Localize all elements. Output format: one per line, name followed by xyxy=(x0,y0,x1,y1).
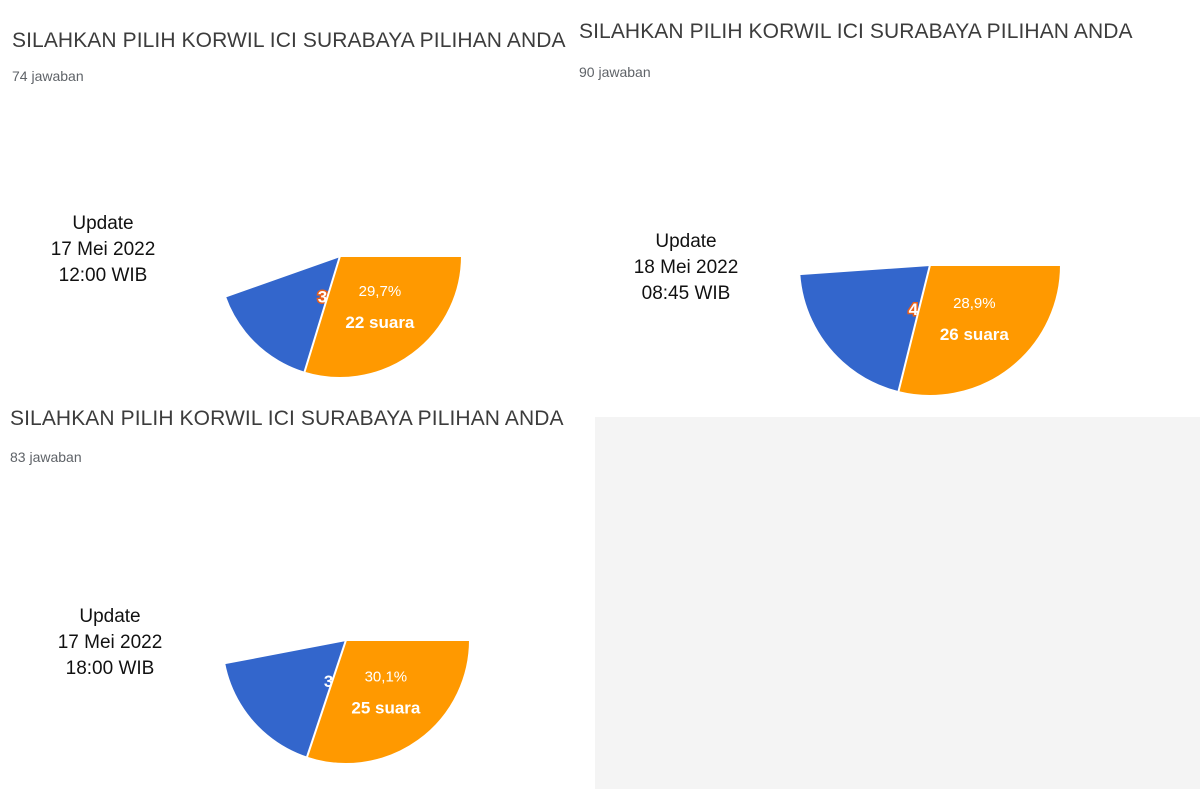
update-note: Update 17 Mei 2022 18:00 WIB xyxy=(30,604,190,682)
pie-percent-label: 28,9% xyxy=(953,295,996,312)
update-time: 08:45 WIB xyxy=(641,283,731,304)
update-date: 17 Mei 2022 xyxy=(57,632,163,653)
pie-percent-label: 30,1% xyxy=(365,668,408,685)
update-time: 18:00 WIB xyxy=(65,658,155,679)
update-label: Update xyxy=(79,606,141,627)
chart-panel-1: SILAHKAN PILIH KORWIL ICI SURABAYA PILIH… xyxy=(0,0,570,400)
pie-chart-3: 47%39 suara22,9%19 suara30,1%25 suara xyxy=(223,639,472,765)
update-date: 17 Mei 2022 xyxy=(50,239,156,260)
pie-slice xyxy=(303,255,464,379)
response-count: 90 jawaban xyxy=(579,64,651,80)
chart-title: SILAHKAN PILIH KORWIL ICI SURABAYA PILIH… xyxy=(579,20,1133,43)
chart-panel-3: SILAHKAN PILIH KORWIL ICI SURABAYA PILIH… xyxy=(0,395,595,789)
update-note: Update 18 Mei 2022 08:45 WIB xyxy=(606,229,766,307)
update-label: Update xyxy=(72,213,134,234)
chart-panel-2: SILAHKAN PILIH KORWIL ICI SURABAYA PILIH… xyxy=(570,0,1200,415)
pie-percent-label: 29,7% xyxy=(359,283,402,300)
pie-count-label: 22 suara xyxy=(345,313,415,332)
chart-title: SILAHKAN PILIH KORWIL ICI SURABAYA PILIH… xyxy=(12,29,566,52)
update-date: 18 Mei 2022 xyxy=(633,257,739,278)
pie-count-label: 25 suara xyxy=(351,698,421,717)
pie-chart-1: 44,6%33 suara25,7%19 suara29,7%22 suara xyxy=(223,255,464,379)
pie-chart-2: 48,9%44 suara22,2%20 suara28,9%26 suara xyxy=(798,264,1063,398)
pie-slice xyxy=(897,264,1063,397)
pie-slice xyxy=(305,639,472,765)
update-time: 12:00 WIB xyxy=(58,265,148,286)
response-count: 74 jawaban xyxy=(12,68,84,84)
chart-title: SILAHKAN PILIH KORWIL ICI SURABAYA PILIH… xyxy=(10,407,564,430)
update-label: Update xyxy=(655,231,717,252)
response-count: 83 jawaban xyxy=(10,449,82,465)
empty-area xyxy=(595,417,1200,789)
update-note: Update 17 Mei 2022 12:00 WIB xyxy=(23,211,183,289)
pie-count-label: 26 suara xyxy=(940,325,1010,344)
